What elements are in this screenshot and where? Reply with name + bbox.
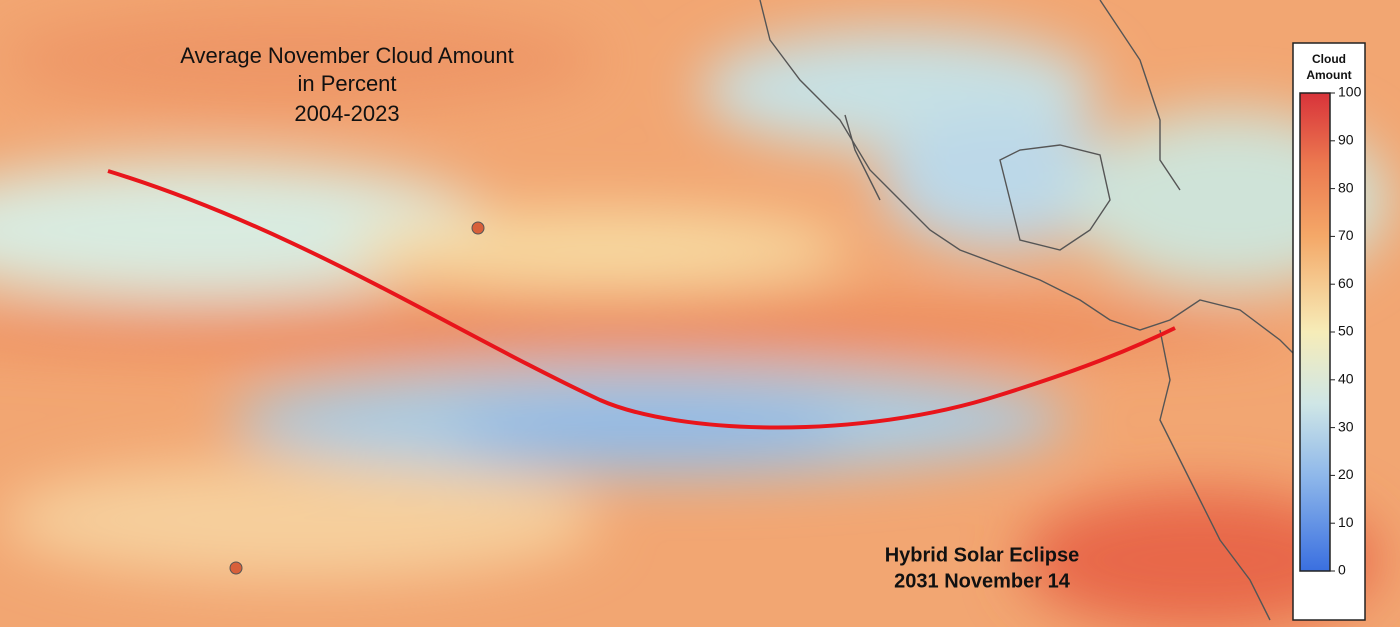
tick-label: 10 [1338,514,1354,530]
color-bar [1299,92,1331,572]
eclipse-path [107,169,1176,430]
eclipse-label: 2031 November 14 [894,570,1071,592]
tick-label: 40 [1338,371,1354,387]
tick-label: 50 [1338,323,1354,339]
legend-title: Cloud [1312,52,1346,66]
tick-label: 100 [1338,84,1362,100]
tick-label: 80 [1338,179,1354,195]
tick-label: 60 [1338,275,1354,291]
tick-label: 70 [1338,227,1354,243]
tick-label: 0 [1338,562,1346,578]
map-title: 2004-2023 [294,101,399,126]
tick-label: 30 [1338,418,1354,434]
legend-title: Amount [1306,68,1351,82]
map-title: in Percent [297,71,396,96]
tick-label: 20 [1338,466,1354,482]
map-title: Average November Cloud Amount [180,43,513,68]
legend: Cloud Amount 0 10 20 30 40 50 60 70 80 90 100 [1292,42,1366,621]
eclipse-label: Hybrid Solar Eclipse [885,544,1080,566]
coastlines [229,0,1301,621]
tick-label: 90 [1338,132,1354,148]
